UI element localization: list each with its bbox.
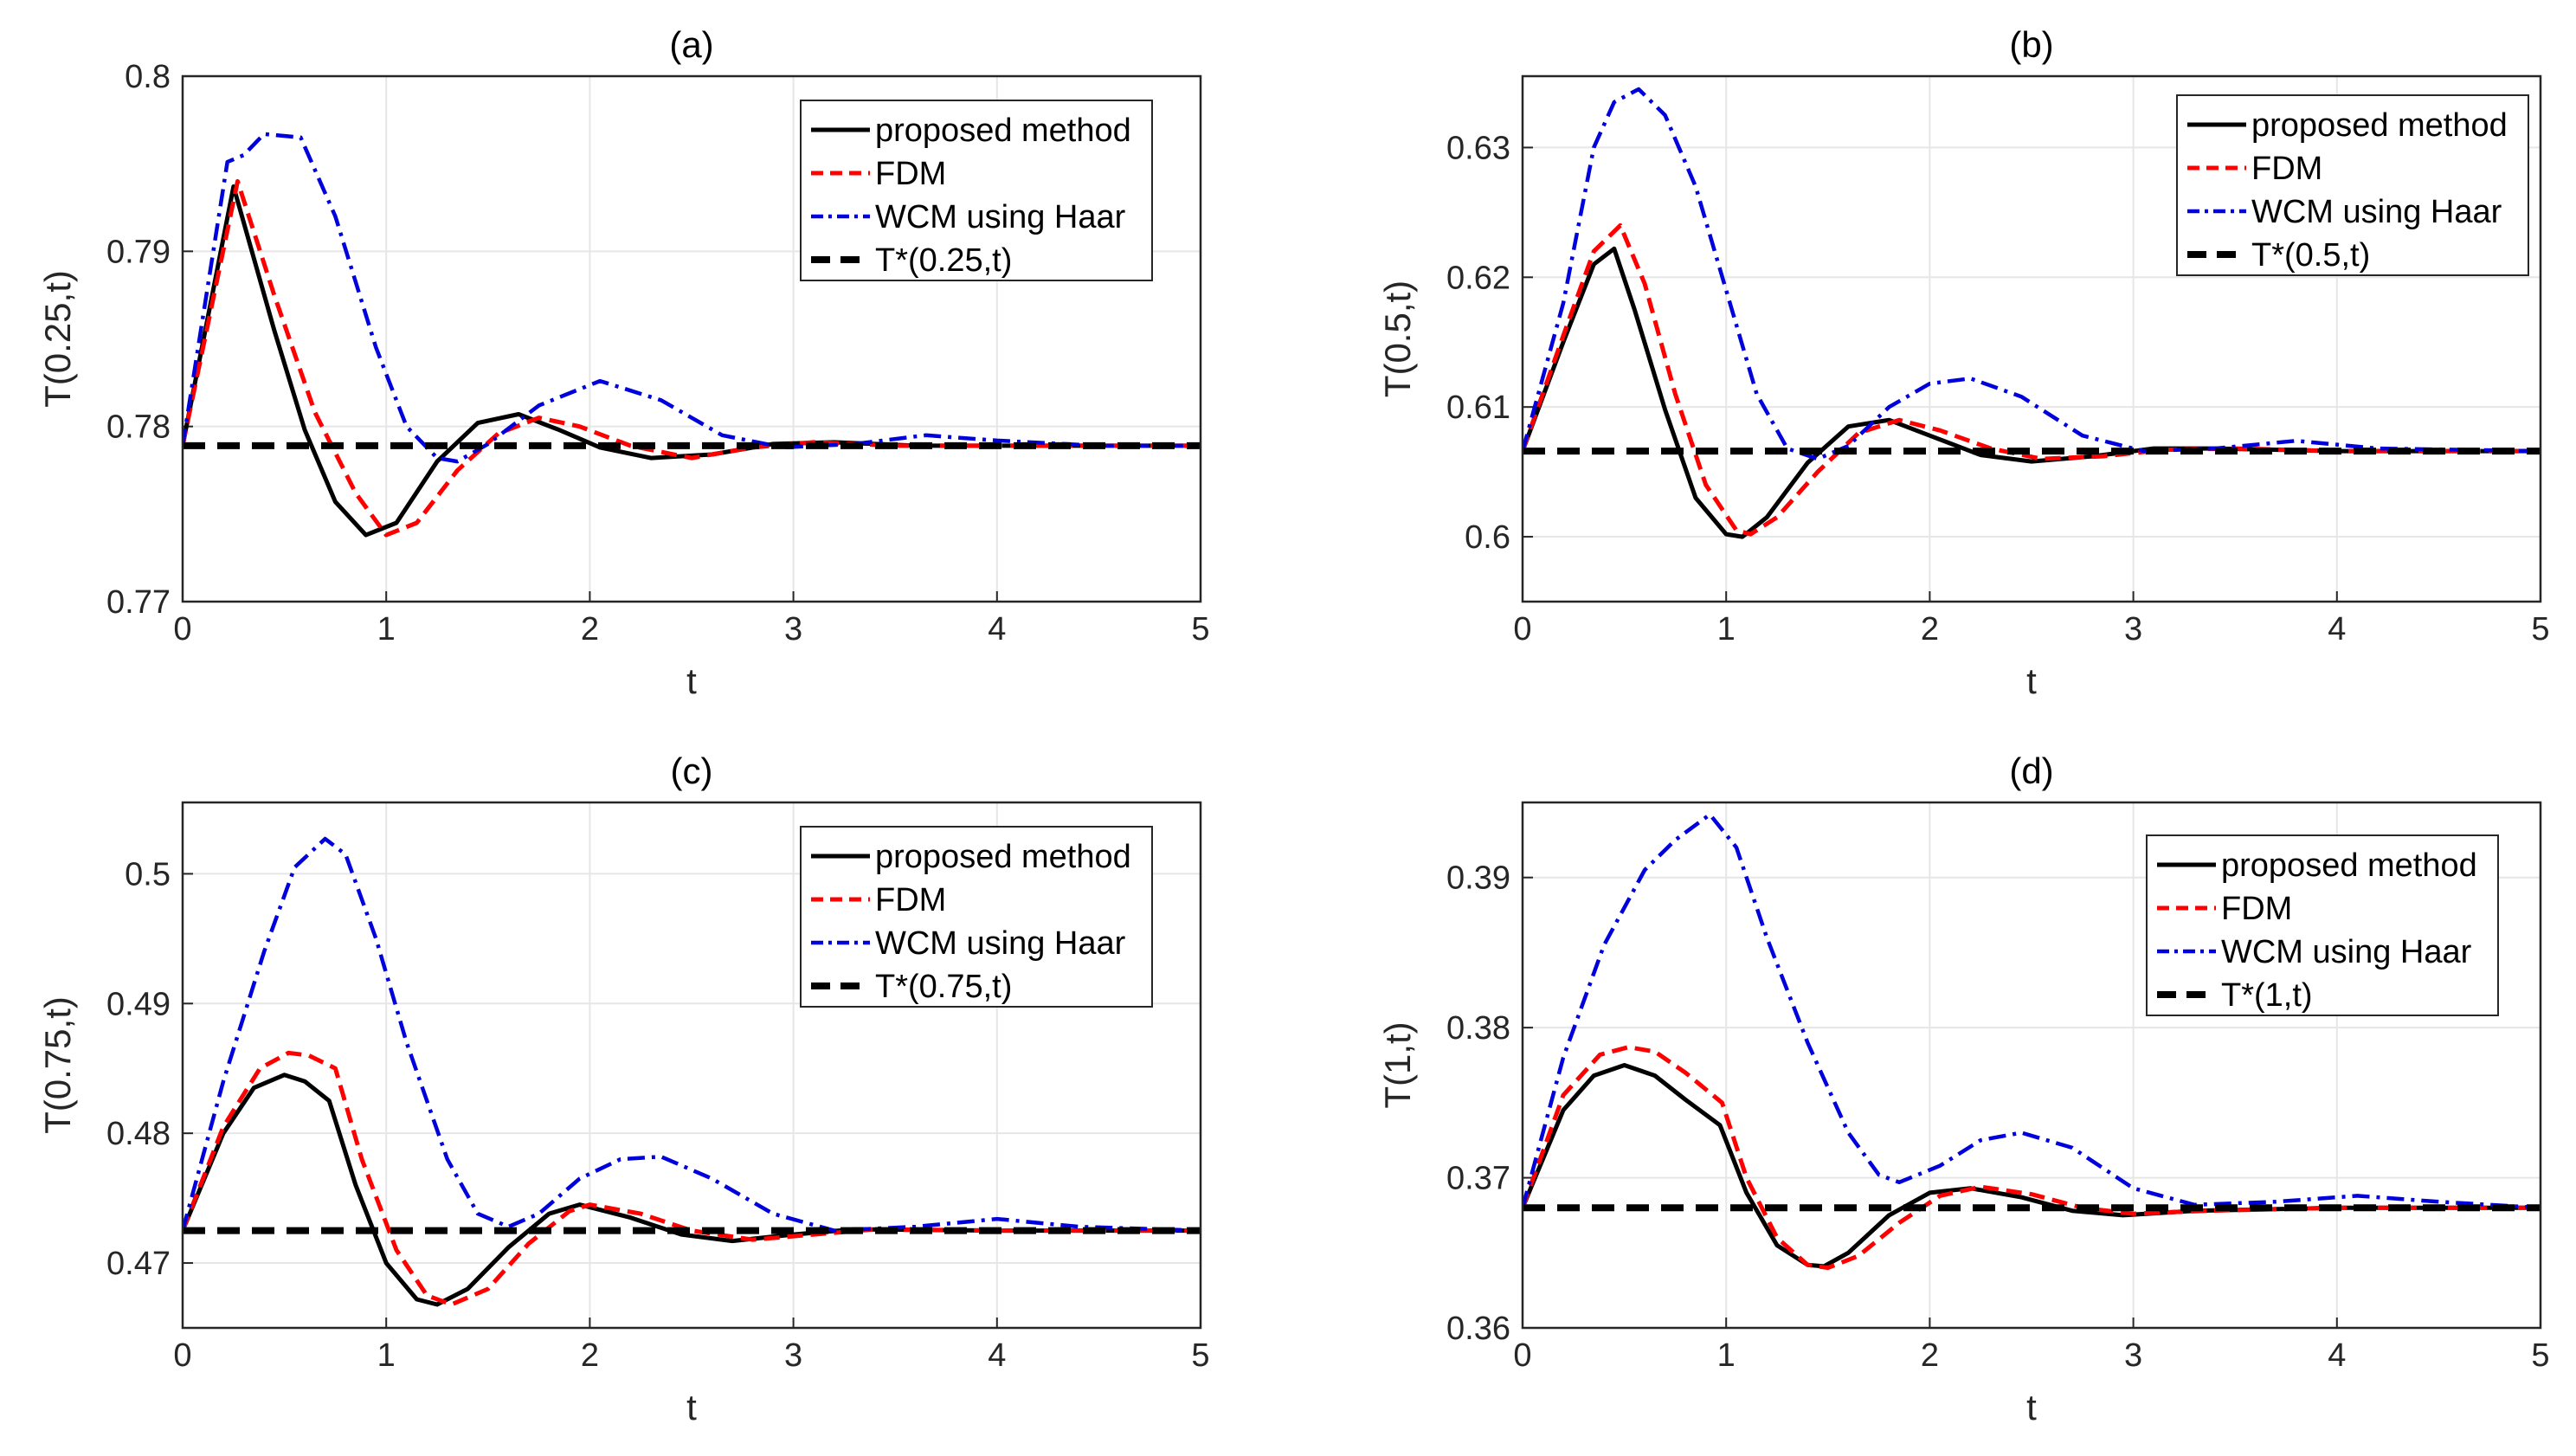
panel-c-xtick-label: 4 [988,1337,1006,1374]
panel-a-xtick-label: 1 [377,611,396,647]
panel-c-ytick-label: 0.5 [125,856,171,892]
panel-a: 0 1 2 3 4 5 0.77 0.78 0.79 0.8 (a) t T(0.25,t) propos… [37,24,1210,701]
panel-c-legend-label: proposed method [875,839,1131,875]
panel-b-xtick-label: 3 [2124,611,2142,647]
panel-d-title: (d) [2009,751,2053,791]
panel-c-ylabel: T(0.75,t) [37,996,78,1134]
panel-a-series-wcm-using-haar [183,132,1201,464]
panel-c-axes-box [181,801,1202,1330]
panel-c-legend-label: FDM [875,882,946,918]
panel-a-title: (a) [669,24,713,65]
panel-c-legend-label: T*(0.75,t) [875,969,1012,1005]
panel-a-legend-label: proposed method [875,113,1131,149]
panel-c-ytick-label: 0.47 [106,1246,171,1282]
panel-d-legend-box [2146,834,2499,1016]
panel-b-series-wcm-using-haar [1523,87,2541,461]
panel-b-xtick-label: 2 [1921,611,1939,647]
panel-d-series-wcm-using-haar [1523,812,2541,1210]
panel-b-legend-label: FDM [2251,151,2322,187]
panel-c-legend-label: WCM using Haar [875,925,1126,962]
panel-c-series-wcm-using-haar [183,836,1201,1233]
panel-d-legend-label: T*(1,t) [2221,977,2313,1014]
panel-d-xtick-label: 5 [2531,1337,2549,1374]
panel-d-xtick-label: 1 [1717,1337,1736,1374]
panel-a-ytick-label: 0.77 [106,584,171,621]
panel-c-ytick-label: 0.48 [106,1116,171,1152]
panel-d-legend-label: FDM [2221,891,2292,927]
panel-a-xtick-label: 5 [1191,611,1209,647]
panel-d-xlabel: t [2026,1387,2037,1427]
panel-b-xtick-label: 4 [2328,611,2346,647]
panel-d-ytick-label: 0.39 [1446,860,1510,897]
panel-c-legend: proposed method FDM WCM using Haar T*(0.75,… [800,826,1153,1008]
panel-b-legend-label: T*(0.5,t) [2251,237,2370,274]
panel-b-ytick-label: 0.62 [1446,260,1510,296]
panel-a-legend: proposed method FDM WCM using Haar T*(0.25,… [800,100,1153,281]
panel-a-legend-label: FDM [875,156,946,192]
panel-d-ytick-label: 0.38 [1446,1010,1510,1047]
panel-a-xtick-label: 3 [784,611,802,647]
panel-b-ytick-label: 0.6 [1465,519,1510,556]
panel-b-xtick-label: 0 [1513,611,1531,647]
panel-c-xtick-label: 0 [173,1337,191,1374]
panel-a-legend-label: T*(0.25,t) [875,242,1012,279]
panel-b: 0 1 2 3 4 5 0.6 0.61 0.62 0.63 (b) t T(0.5,t) propose… [1377,24,2550,701]
panel-d: 0 1 2 3 4 5 0.36 0.37 0.38 0.39 (d) t T(1,t) proposed… [1377,751,2550,1427]
panel-a-xtick-label: 4 [988,611,1006,647]
panel-a-ytick-label: 0.78 [106,409,171,446]
panel-b-legend-label: WCM using Haar [2251,194,2502,230]
panel-d-ytick-label: 0.37 [1446,1161,1510,1197]
panel-b-xlabel: t [2026,660,2037,701]
panel-b-title: (b) [2009,24,2053,65]
panel-c-xtick-label: 2 [581,1337,599,1374]
panel-c-series-fdm [183,1050,1201,1307]
panel-d-ylabel: T(1,t) [1377,1021,1418,1108]
panel-d-legend: proposed method FDM WCM using Haar T*(1,t) [2146,834,2499,1016]
panel-a-xtick-label: 0 [173,611,191,647]
panel-d-legend-label: WCM using Haar [2221,934,2472,970]
panel-a-ytick-label: 0.8 [125,59,171,95]
panel-c-xtick-label: 5 [1191,1337,1209,1374]
panel-c-ytick-label: 0.49 [106,986,171,1022]
panel-a-axes-box [181,74,1202,603]
panel-a-legend-label: WCM using Haar [875,199,1126,235]
panel-b-legend-label: proposed method [2251,107,2508,144]
panel-a-ytick-label: 0.79 [106,234,171,270]
panel-b-xtick-label: 1 [1717,611,1736,647]
panel-d-xtick-label: 3 [2124,1337,2142,1374]
panel-d-xtick-label: 0 [1513,1337,1531,1374]
panel-b-ylabel: T(0.5,t) [1377,280,1418,397]
panel-b-legend: proposed method FDM WCM using Haar T*(0.5,t… [2176,94,2529,276]
panel-d-xtick-label: 4 [2328,1337,2346,1374]
panel-c-title: (c) [671,751,713,791]
panel-a-ylabel: T(0.25,t) [37,270,78,408]
panel-d-axes-box [1521,801,2542,1330]
panel-a-xtick-label: 2 [581,611,599,647]
panel-c: 0 1 2 3 4 5 0.47 0.48 0.49 0.5 (c) t T(0.75,t) propos… [37,751,1210,1427]
panel-b-axes-box [1521,74,2542,603]
panel-b-xtick-label: 5 [2531,611,2549,647]
panel-d-xtick-label: 2 [1921,1337,1939,1374]
panel-d-legend-label: proposed method [2221,847,2477,884]
panel-b-ytick-label: 0.61 [1446,390,1510,426]
panel-c-xtick-label: 1 [377,1337,396,1374]
panel-c-xlabel: t [686,1387,697,1427]
panel-b-ytick-label: 0.63 [1446,130,1510,166]
panel-d-ytick-label: 0.36 [1446,1311,1510,1347]
panel-a-xlabel: t [686,660,697,701]
panel-d-series-fdm [1523,1045,2541,1271]
panel-c-xtick-label: 3 [784,1337,802,1374]
